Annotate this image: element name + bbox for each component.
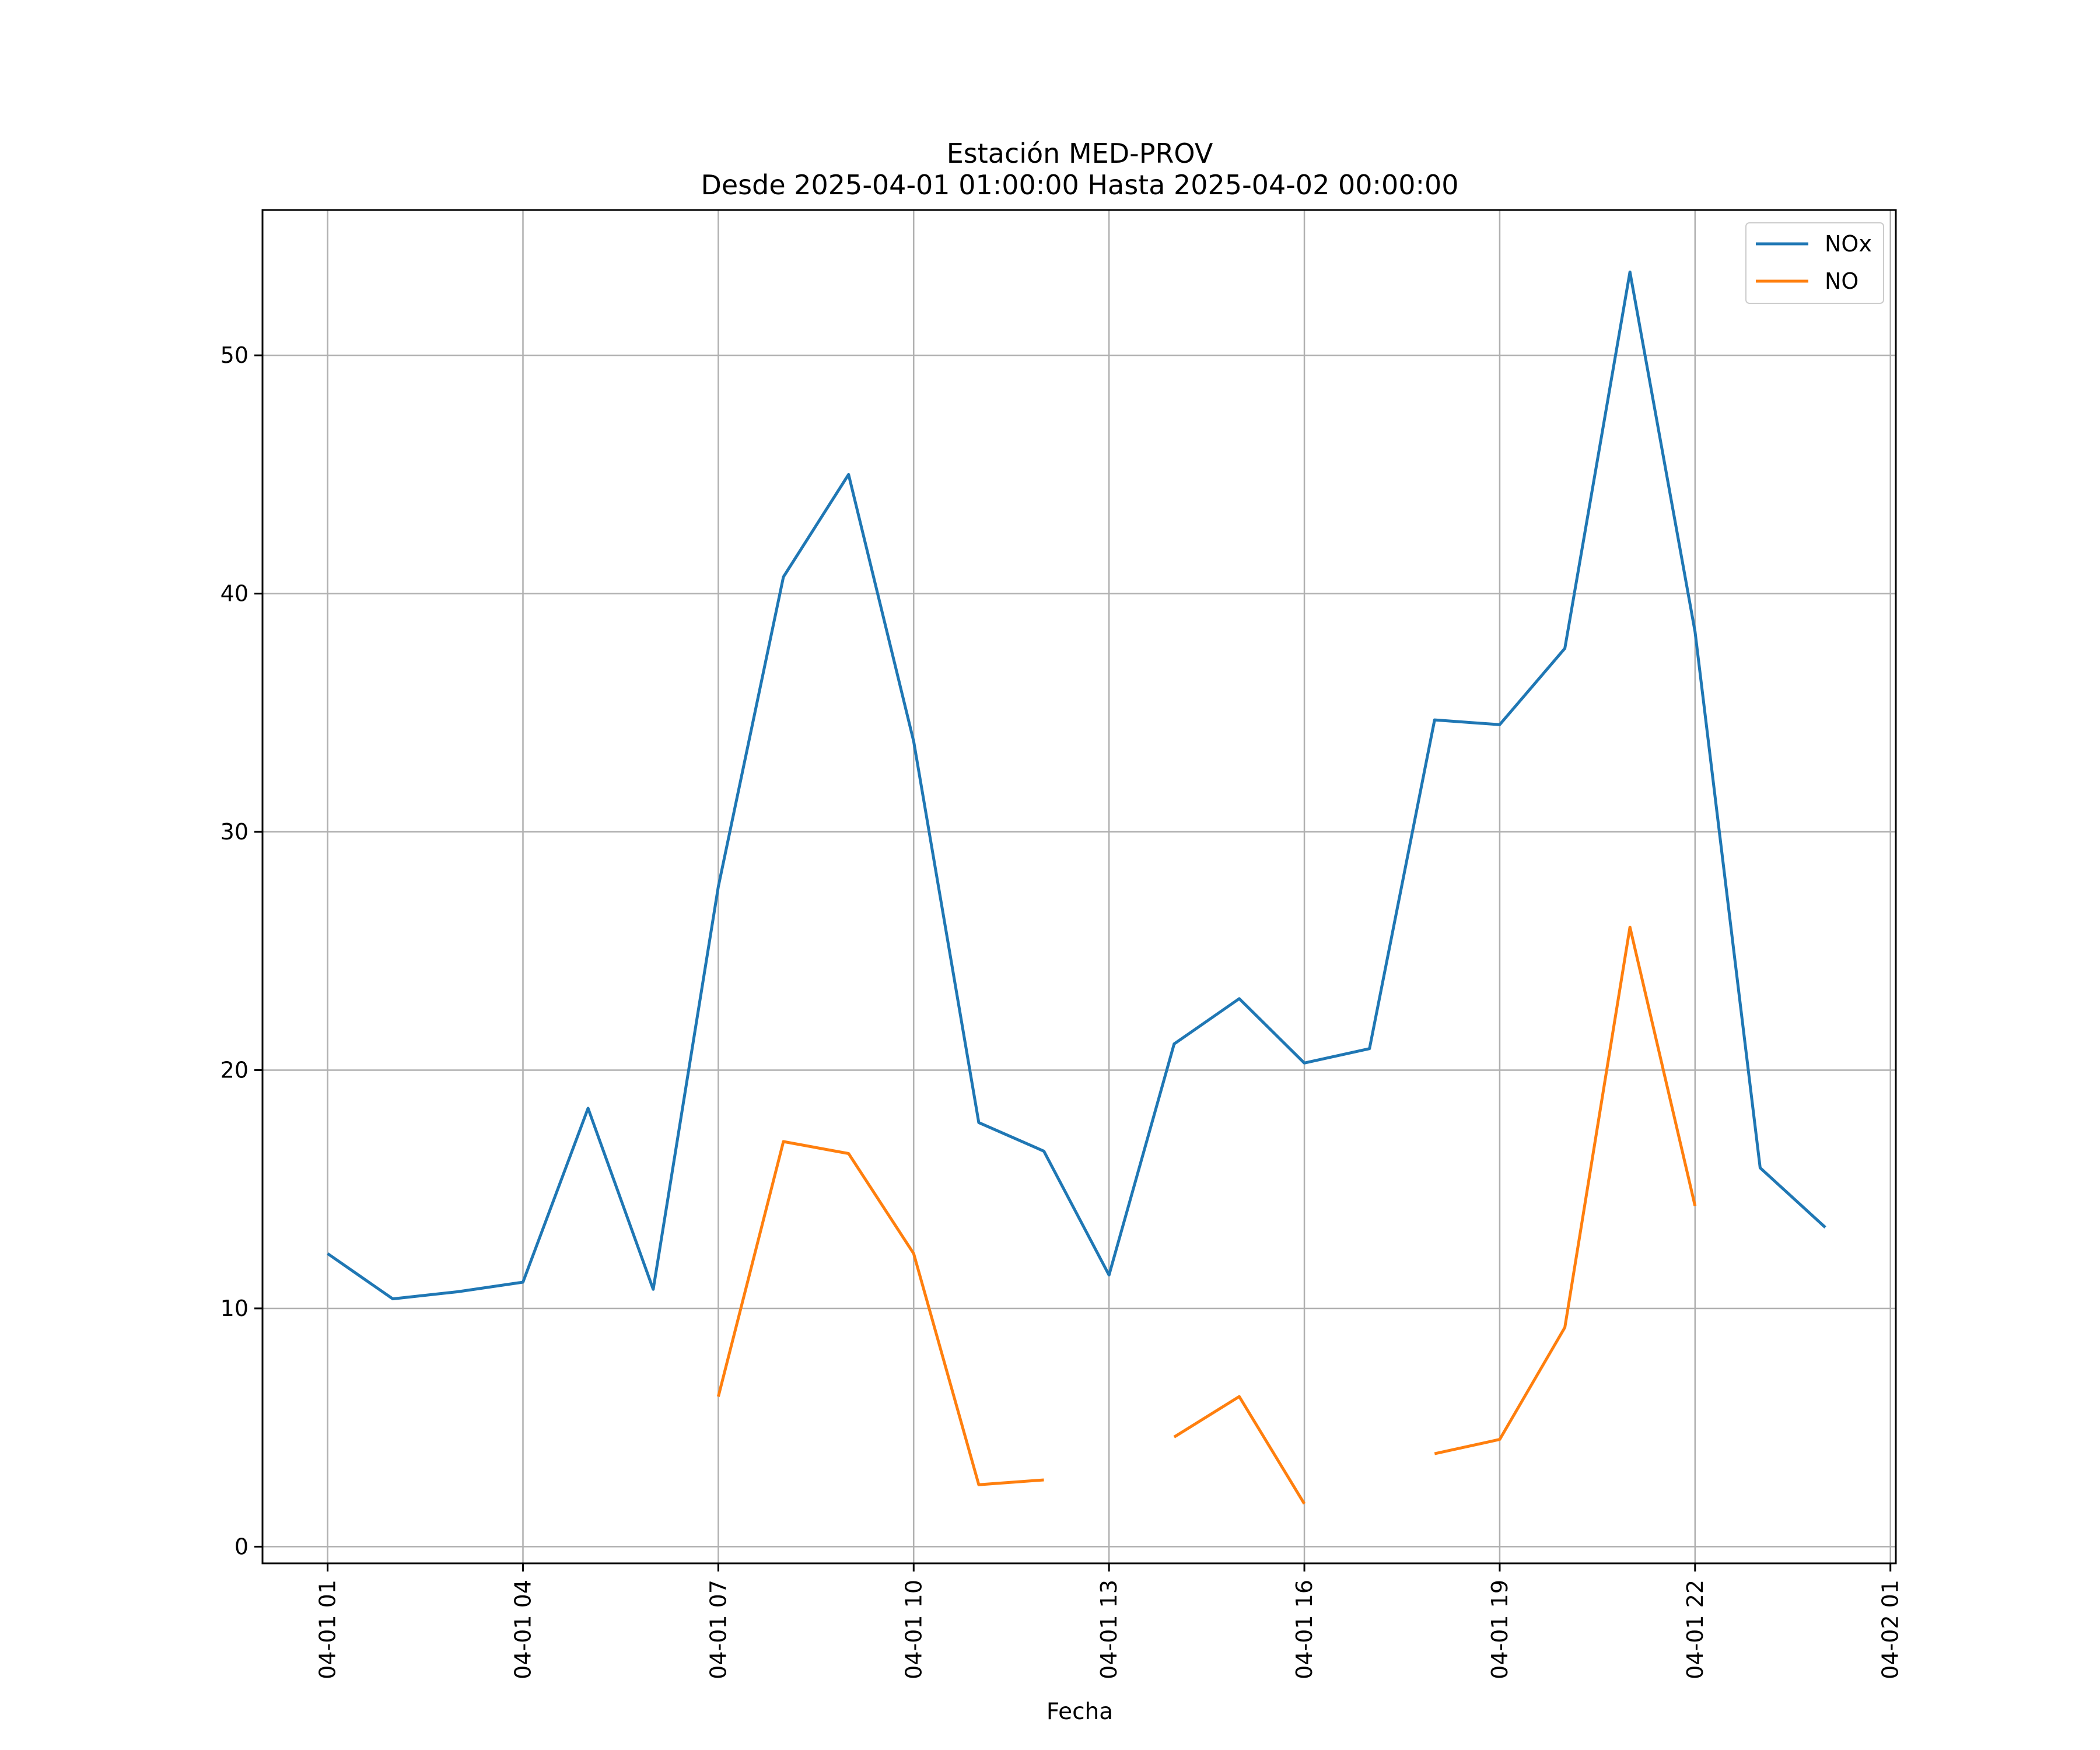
x-tick-label: 04-01 16 [1292, 1580, 1317, 1679]
x-tick-label: 04-01 19 [1487, 1580, 1513, 1679]
y-tick-label: 0 [235, 1534, 249, 1559]
series-group [327, 270, 1826, 1505]
x-tick-label: 04-01 13 [1096, 1580, 1122, 1679]
y-tick-label: 40 [220, 581, 249, 607]
chart-subtitle: Desde 2025-04-01 01:00:00 Hasta 2025-04-… [701, 169, 1458, 201]
grid [262, 210, 1896, 1563]
y-tick-label: 10 [220, 1296, 249, 1321]
ticks: 0 10 20 30 40 50 04-01 01 04-01 04 04-01 07 04-01… [220, 342, 1903, 1679]
series-line-no [1434, 925, 1697, 1455]
legend-label-no: NO [1825, 268, 1859, 294]
series-line-no [1173, 1395, 1306, 1505]
y-tick-label: 50 [220, 342, 249, 368]
x-axis-label: Fecha [1046, 1699, 1113, 1725]
legend-label-nox: NOx [1825, 231, 1872, 257]
series-nox [327, 270, 1826, 1301]
y-tick-label: 20 [220, 1058, 249, 1083]
x-tick-label: 04-02 01 [1878, 1580, 1903, 1679]
x-tick-label: 04-01 01 [315, 1580, 341, 1679]
x-tick-label: 04-01 22 [1682, 1580, 1708, 1679]
series-line-nox [327, 270, 1826, 1301]
x-tick-label: 04-01 04 [510, 1580, 536, 1679]
plot-frame [261, 209, 1897, 1564]
legend: NOx NO [1745, 222, 1884, 304]
x-tick-label: 04-01 10 [901, 1580, 926, 1679]
y-tick-label: 30 [220, 819, 249, 845]
series-no [716, 925, 1697, 1505]
x-tick-label: 04-01 07 [705, 1580, 731, 1679]
chart-title: Estación MED-PROV [947, 138, 1213, 169]
series-line-no [716, 1140, 1044, 1486]
